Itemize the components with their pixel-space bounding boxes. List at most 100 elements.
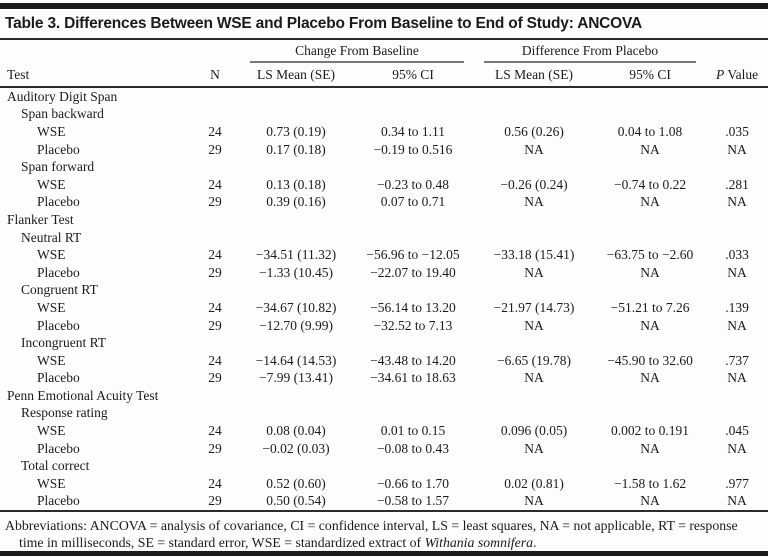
table-row: Placebo 29 −0.02 (0.03) −0.08 to 0.43 NA NA NA: [0, 440, 768, 458]
cell: NA: [727, 370, 747, 386]
cell: −0.23 to 0.48: [376, 176, 450, 192]
cell: −34.61 to 18.63: [370, 370, 456, 386]
cell: NA: [524, 141, 544, 157]
spanner-spacer-p: [706, 40, 768, 63]
table-row: Neutral RT: [0, 229, 768, 247]
table-row: Penn Emotional Acuity Test: [0, 387, 768, 405]
cell: 24: [208, 176, 222, 192]
cell: NA: [524, 264, 544, 280]
p-value-italic: P: [715, 67, 725, 82]
cell: 0.096 (0.05): [500, 423, 568, 439]
row-label: Response rating: [21, 405, 108, 421]
table-title: Table 3. Differences Between WSE and Pla…: [0, 9, 768, 40]
row-label: WSE: [37, 123, 66, 139]
row-label: Span forward: [21, 159, 95, 175]
cell: 24: [208, 123, 222, 139]
cell: −7.99 (13.41): [259, 370, 333, 386]
cell: .281: [725, 176, 749, 192]
cell: NA: [524, 493, 544, 509]
table-row: Placebo 29 0.50 (0.54) −0.58 to 1.57 NA NA NA: [0, 493, 768, 512]
table-row: Placebo 29 −1.33 (10.45) −22.07 to 19.40 NA N…: [0, 264, 768, 282]
table-row: Incongruent RT: [0, 334, 768, 352]
row-label: WSE: [37, 475, 66, 491]
cell: .139: [725, 299, 749, 315]
cell: NA: [524, 440, 544, 456]
cell: NA: [727, 493, 747, 509]
cell: [190, 334, 240, 352]
cell: −6.65 (19.78): [497, 352, 571, 368]
table-row: Flanker Test: [0, 211, 768, 229]
cell: −0.74 to 0.22: [613, 176, 687, 192]
row-label: Placebo: [37, 141, 80, 157]
cell: [706, 229, 768, 247]
cell: −43.48 to 14.20: [370, 352, 456, 368]
cell: −0.19 to 0.516: [373, 141, 453, 157]
cell: −33.18 (15.41): [493, 247, 575, 263]
cell: .035: [725, 123, 749, 139]
cell: [352, 387, 474, 405]
cell: [190, 282, 240, 300]
cell: [352, 87, 474, 106]
row-label: Incongruent RT: [21, 335, 107, 351]
cell: [240, 457, 352, 475]
cell: [594, 282, 706, 300]
table-row: WSE 24 0.73 (0.19) 0.34 to 1.11 0.56 (0.26) 0…: [0, 123, 768, 141]
col-header-p-value: P Value: [706, 63, 768, 88]
cell: [190, 87, 240, 106]
cell: [190, 229, 240, 247]
cell: [190, 211, 240, 229]
table-row: Span forward: [0, 158, 768, 176]
spanner-header-row: Change From Baseline Difference From Pla…: [0, 40, 768, 63]
cell: [706, 87, 768, 106]
cell: 29: [208, 194, 222, 210]
cell: [190, 387, 240, 405]
cell: −0.02 (0.03): [262, 440, 330, 456]
col-header-ls-mean-placebo: LS Mean (SE): [474, 63, 595, 88]
row-label: Penn Emotional Acuity Test: [7, 387, 159, 403]
cell: [706, 457, 768, 475]
cell: [474, 211, 594, 229]
data-table: Change From Baseline Difference From Pla…: [0, 40, 768, 512]
cell: 29: [208, 317, 222, 333]
footnote-period: .: [533, 535, 537, 551]
row-label: Placebo: [37, 493, 80, 509]
cell: −21.97 (14.73): [493, 299, 575, 315]
row-label: WSE: [37, 176, 66, 192]
cell: NA: [727, 440, 747, 456]
row-label: Placebo: [37, 370, 80, 386]
cell: [474, 229, 594, 247]
cell: 0.52 (0.60): [266, 475, 326, 491]
cell: −45.90 to 32.60: [607, 352, 693, 368]
cell: NA: [640, 194, 660, 210]
table-row: WSE 24 0.08 (0.04) 0.01 to 0.15 0.096 (0.05)…: [0, 422, 768, 440]
cell: 29: [208, 141, 222, 157]
cell: [594, 457, 706, 475]
cell: [706, 158, 768, 176]
table-row: WSE 24 0.52 (0.60) −0.66 to 1.70 0.02 (0.81)…: [0, 475, 768, 493]
footnote: Abbreviations: ANCOVA = analysis of cova…: [0, 512, 768, 555]
row-label: Placebo: [37, 264, 80, 280]
cell: 24: [208, 475, 222, 491]
cell: .033: [725, 247, 749, 263]
cell: [474, 387, 594, 405]
col-header-test: Test: [0, 63, 190, 88]
cell: [594, 334, 706, 352]
cell: [240, 158, 352, 176]
cell: [352, 106, 474, 124]
cell: [190, 106, 240, 124]
cell: NA: [727, 317, 747, 333]
cell: [240, 229, 352, 247]
row-label: Congruent RT: [21, 282, 98, 298]
spanner-change-from-baseline: Change From Baseline: [240, 40, 474, 63]
cell: [352, 158, 474, 176]
cell: [352, 211, 474, 229]
row-label: Span backward: [21, 106, 104, 122]
cell: −0.66 to 1.70: [376, 475, 450, 491]
spanner-spacer-n: [190, 40, 240, 63]
cell: 0.08 (0.04): [266, 423, 326, 439]
cell: .045: [725, 423, 749, 439]
cell: −63.75 to −2.60: [606, 247, 694, 263]
row-label: WSE: [37, 352, 66, 368]
cell: [240, 387, 352, 405]
